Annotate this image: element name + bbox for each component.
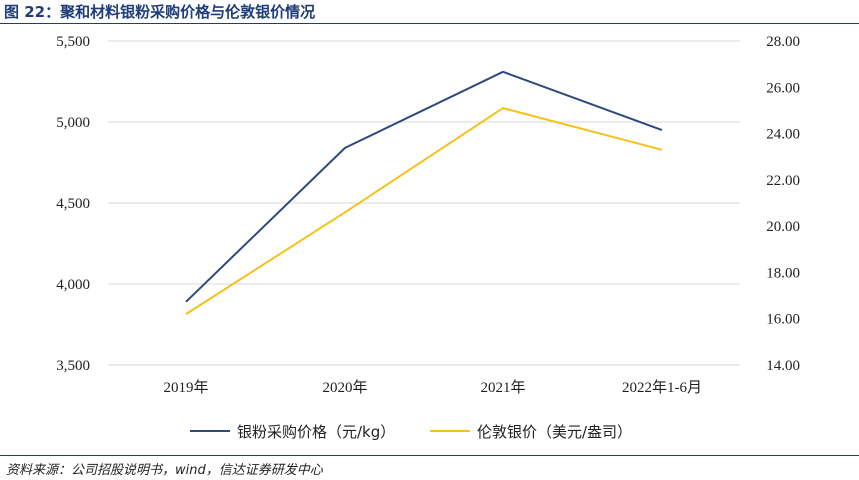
series-line-silver-powder — [185, 70, 663, 303]
right-tick-label: 16.00 — [766, 312, 800, 328]
footer-divider — [0, 455, 859, 456]
right-tick-label: 22.00 — [766, 173, 800, 189]
legend: 银粉采购价格（元/kg） 伦敦银价（美元/盎司） — [190, 423, 632, 441]
left-tick-label: 4,000 — [56, 277, 90, 293]
legend-label: 伦敦银价（美元/盎司） — [477, 423, 632, 441]
left-tick-label: 5,500 — [56, 34, 90, 50]
right-tick-label: 14.00 — [766, 358, 800, 374]
legend-label: 银粉采购价格（元/kg） — [237, 423, 395, 441]
x-tick-label: 2020年 — [322, 379, 367, 396]
header-divider — [0, 23, 859, 24]
right-tick-label: 18.00 — [766, 265, 800, 281]
left-tick-label: 5,000 — [56, 115, 90, 131]
left-axis-ticks: 3,500 4,000 4,500 5,000 5,500 — [56, 34, 90, 374]
figure-header: 图 22：聚和材料银粉采购价格与伦敦银价情况 — [0, 0, 859, 24]
right-tick-label: 26.00 — [766, 80, 800, 96]
x-tick-label: 2021年 — [480, 379, 525, 396]
x-tick-label: 2019年 — [163, 379, 208, 396]
left-tick-label: 3,500 — [56, 358, 90, 374]
right-tick-label: 28.00 — [766, 34, 800, 50]
right-tick-label: 20.00 — [766, 219, 800, 235]
source-note: 资料来源：公司招股说明书，wind，信达证券研发中心 — [6, 463, 323, 478]
series-line-london-silver — [185, 107, 663, 315]
gridlines — [108, 40, 740, 366]
line-chart: 3,500 4,000 4,500 5,000 5,500 14.00 16.00 18.0… — [56, 34, 800, 441]
left-tick-label: 4,500 — [56, 196, 90, 212]
right-tick-label: 24.00 — [766, 127, 800, 143]
x-tick-label: 2022年1-6月 — [622, 379, 702, 396]
x-axis-ticks: 2019年 2020年 2021年 2022年1-6月 — [163, 379, 702, 396]
figure-title: 图 22：聚和材料银粉采购价格与伦敦银价情况 — [4, 3, 316, 21]
series-lines — [185, 70, 663, 315]
right-axis-ticks: 14.00 16.00 18.00 20.00 22.00 24.00 26.00 28.00 — [766, 34, 800, 374]
